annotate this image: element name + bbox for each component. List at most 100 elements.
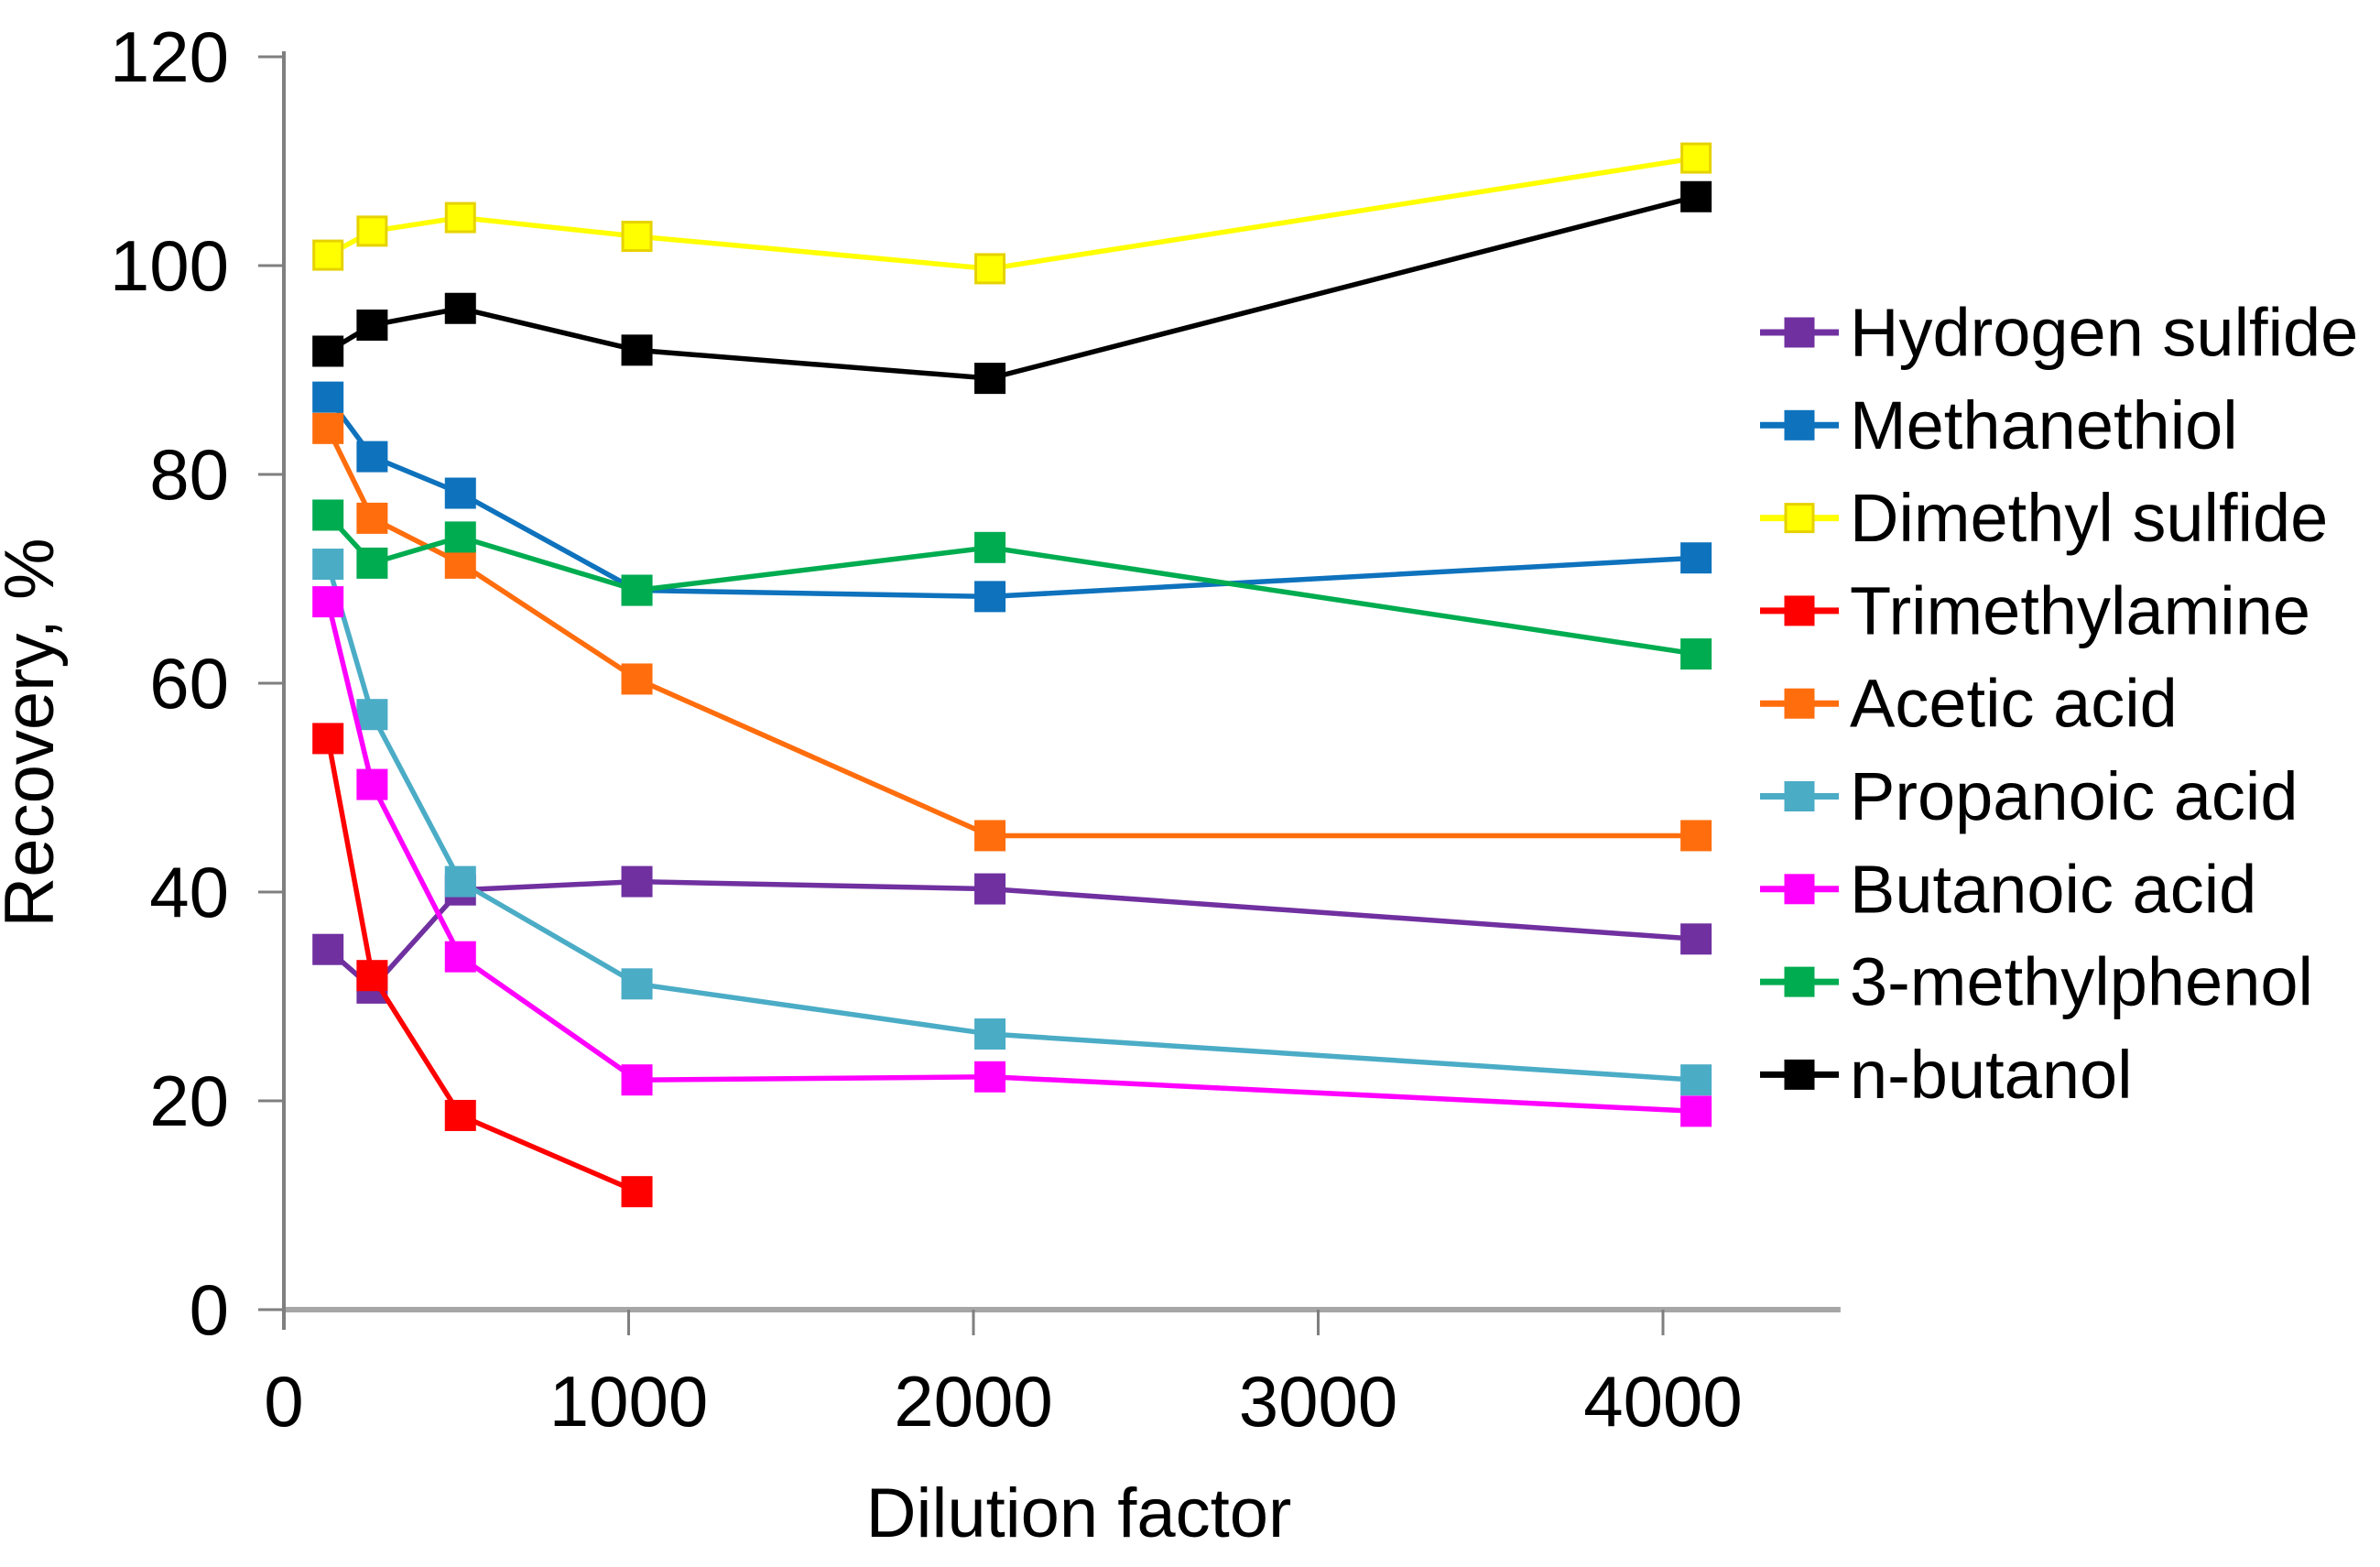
series-marker-trimethylamine <box>621 1176 653 1208</box>
y-tick-label: 80 <box>149 434 229 515</box>
series-line-methanethiol <box>325 396 1697 600</box>
legend-item: n-butanol <box>1760 1037 2133 1113</box>
series-marker-methanethiol <box>974 581 1006 613</box>
series-marker-n-butanol <box>312 335 344 367</box>
series-marker-dimethyl-sulfide <box>1680 142 1712 174</box>
series-marker-hydrogen-sulfide <box>974 873 1006 905</box>
legend-label: Hydrogen sulfide <box>1850 295 2358 371</box>
legend-item: Butanoic acid <box>1760 851 2256 927</box>
series-marker-butanoic-acid <box>974 1061 1006 1093</box>
series-marker-3-methylphenol <box>356 547 388 579</box>
legend-label: Dimethyl sulfide <box>1850 480 2328 556</box>
legend-item: Trimethylamine <box>1760 572 2310 648</box>
legend-label: Butanoic acid <box>1850 851 2256 927</box>
x-tick-label: 0 <box>264 1361 303 1442</box>
series-marker-dimethyl-sulfide <box>356 215 388 247</box>
series-marker-trimethylamine <box>356 960 388 992</box>
series-group <box>312 142 1712 1208</box>
series-marker-n-butanol <box>974 363 1006 395</box>
legend-marker <box>1784 874 1815 905</box>
legend-label: Propanoic acid <box>1850 758 2298 834</box>
x-axis-title: Dilution factor <box>866 1475 1292 1552</box>
series-marker-butanoic-acid <box>621 1064 653 1096</box>
series-marker-propanoic-acid <box>1680 1064 1712 1096</box>
series-marker-trimethylamine <box>312 723 344 755</box>
legend-item: 3-methylphenol <box>1760 944 2313 1020</box>
series-marker-trimethylamine <box>444 1099 476 1131</box>
series-marker-acetic-acid <box>1680 820 1712 852</box>
y-tick-label: 40 <box>149 852 229 932</box>
series-marker-methanethiol <box>356 441 388 473</box>
series-marker-acetic-acid <box>974 820 1006 852</box>
series-line-propanoic-acid <box>325 563 1697 1083</box>
y-axis-title: Recovery, % <box>0 538 69 927</box>
legend-label: 3-methylphenol <box>1850 944 2313 1020</box>
series-marker-hydrogen-sulfide <box>1680 923 1712 955</box>
legend-marker <box>1784 317 1815 348</box>
legend-label: n-butanol <box>1850 1037 2133 1113</box>
series-marker-propanoic-acid <box>356 699 388 731</box>
legend: Hydrogen sulfide Methanethiol Dimethyl sul… <box>1760 295 2358 1113</box>
x-tick-label: 3000 <box>1239 1361 1398 1442</box>
series-marker-acetic-acid <box>312 412 344 444</box>
legend-marker <box>1784 595 1815 626</box>
series-marker-n-butanol <box>444 292 476 324</box>
legend-label: Acetic acid <box>1850 666 2178 742</box>
legend-marker <box>1784 966 1815 997</box>
legend-label: Methanethiol <box>1850 387 2238 463</box>
series-line-hydrogen-sulfide <box>326 878 1697 992</box>
series-marker-methanethiol <box>1680 542 1712 574</box>
series-marker-butanoic-acid <box>1680 1095 1712 1127</box>
legend-marker <box>1784 1059 1815 1090</box>
x-tick-label: 4000 <box>1583 1361 1743 1442</box>
series-marker-acetic-acid <box>356 502 388 534</box>
legend-label: Trimethylamine <box>1850 572 2310 648</box>
series-marker-n-butanol <box>621 334 653 366</box>
axes: 0 20 40 60 80 100 120 0 1000 2000 3000 4000 <box>110 16 1841 1442</box>
series-marker-3-methylphenol <box>621 574 653 606</box>
series-marker-hydrogen-sulfide <box>312 933 344 965</box>
series-marker-propanoic-acid <box>312 549 344 581</box>
series-line-acetic-acid <box>325 427 1697 839</box>
series-marker-3-methylphenol <box>1680 638 1712 670</box>
legend-item: Dimethyl sulfide <box>1760 480 2328 556</box>
series-marker-acetic-acid <box>444 547 476 579</box>
series-marker-butanoic-acid <box>356 768 388 800</box>
series-line-dimethyl-sulfide <box>326 155 1697 272</box>
y-tick-label: 20 <box>149 1061 229 1141</box>
series-marker-butanoic-acid <box>444 941 476 973</box>
series-marker-butanoic-acid <box>312 586 344 618</box>
series-marker-propanoic-acid <box>444 865 476 898</box>
y-tick-label: 0 <box>190 1269 229 1350</box>
x-tick-label: 2000 <box>894 1361 1053 1442</box>
y-tick-label: 120 <box>110 16 229 97</box>
y-tick-label: 60 <box>149 643 229 724</box>
series-line-butanoic-acid <box>325 601 1697 1115</box>
series-marker-acetic-acid <box>621 663 653 695</box>
series-marker-n-butanol <box>356 309 388 341</box>
legend-marker <box>1784 503 1815 534</box>
y-tick-label: 100 <box>110 225 229 306</box>
legend-item: Methanethiol <box>1760 387 2238 463</box>
series-line-trimethylamine <box>325 737 638 1194</box>
series-marker-dimethyl-sulfide <box>312 239 344 271</box>
series-marker-n-butanol <box>1680 180 1712 212</box>
series-marker-dimethyl-sulfide <box>974 253 1006 285</box>
legend-marker <box>1784 409 1815 441</box>
series-marker-hydrogen-sulfide <box>621 865 653 898</box>
series-marker-propanoic-acid <box>974 1018 1006 1050</box>
legend-marker <box>1784 781 1815 811</box>
legend-marker <box>1784 688 1815 719</box>
series-marker-dimethyl-sulfide <box>621 221 653 253</box>
series-marker-3-methylphenol <box>444 521 476 553</box>
series-marker-propanoic-acid <box>621 968 653 1000</box>
series-marker-methanethiol <box>312 381 344 413</box>
legend-item: Propanoic acid <box>1760 758 2298 834</box>
series-marker-3-methylphenol <box>312 499 344 531</box>
series-marker-dimethyl-sulfide <box>444 201 476 234</box>
legend-item: Hydrogen sulfide <box>1760 295 2358 371</box>
series-marker-methanethiol <box>444 477 476 509</box>
series-marker-3-methylphenol <box>974 531 1006 563</box>
